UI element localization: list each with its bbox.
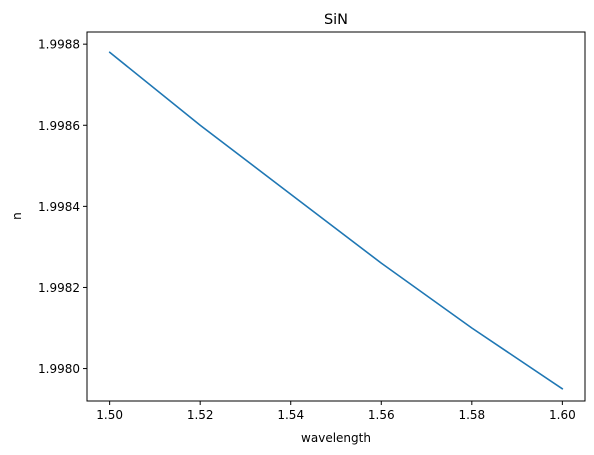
y-tick-label: 1.9988 bbox=[38, 38, 80, 52]
y-tick-label: 1.9984 bbox=[38, 200, 80, 214]
y-tick-label: 1.9982 bbox=[38, 281, 80, 295]
y-tick-label: 1.9986 bbox=[38, 119, 80, 133]
series-layer bbox=[108, 51, 564, 390]
y-tick-label: 1.9980 bbox=[38, 362, 80, 376]
x-tick-label: 1.58 bbox=[458, 408, 485, 422]
plot-frame bbox=[86, 31, 586, 402]
x-axis: 1.50 1.52 1.54 1.56 1.58 1.60 bbox=[96, 401, 576, 422]
x-tick-label: 1.54 bbox=[277, 408, 304, 422]
series-line bbox=[108, 51, 564, 390]
x-tick-label: 1.50 bbox=[96, 408, 123, 422]
y-axis-label: n bbox=[10, 212, 24, 220]
x-tick-label: 1.56 bbox=[368, 408, 395, 422]
chart-title: SiN bbox=[324, 12, 348, 28]
x-tick-label: 1.60 bbox=[549, 408, 576, 422]
x-axis-label: wavelength bbox=[301, 431, 371, 445]
y-axis: 1.9980 1.9982 1.9984 1.9986 1.9988 bbox=[38, 38, 87, 376]
x-tick-label: 1.52 bbox=[187, 408, 214, 422]
